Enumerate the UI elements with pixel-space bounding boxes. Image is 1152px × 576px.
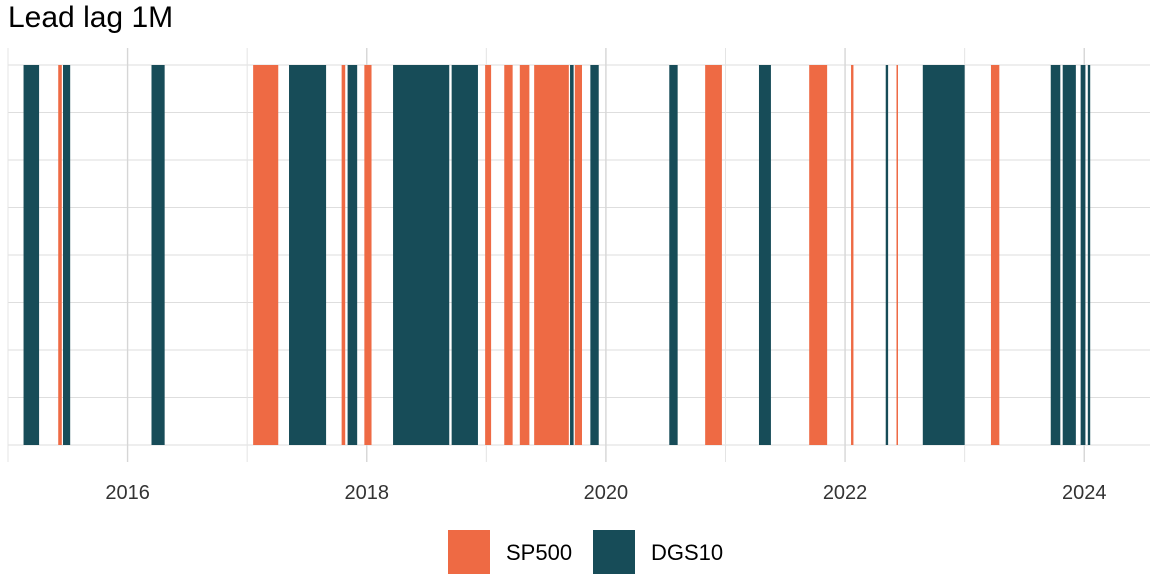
bar-dgs10 [1050, 65, 1061, 445]
x-tick-label: 2018 [344, 482, 389, 504]
bar-dgs10 [151, 65, 165, 445]
legend-swatch-dgs10 [593, 530, 635, 574]
bar-sp500 [705, 65, 722, 445]
legend-label-dgs10: DGS10 [651, 540, 724, 565]
bar-dgs10 [590, 65, 599, 445]
x-axis: 2016 2018 2020 2022 2024 [105, 482, 1106, 504]
legend-label-sp500: SP500 [506, 540, 573, 565]
bar-sp500 [253, 65, 279, 445]
bar-sp500 [504, 65, 513, 445]
bar-sp500 [485, 65, 492, 445]
bar-sp500 [574, 65, 582, 445]
bar-dgs10 [570, 65, 574, 445]
legend: SP500 DGS10 [0, 530, 1152, 574]
chart-title: Lead lag 1M [8, 1, 174, 34]
bar-sp500 [58, 65, 62, 445]
x-tick-label: 2024 [1062, 482, 1107, 504]
bar-sp500 [364, 65, 372, 445]
x-tick-label: 2022 [823, 482, 868, 504]
bar-dgs10 [289, 65, 327, 445]
bar-dgs10 [1062, 65, 1076, 445]
bar-sp500 [990, 65, 1000, 445]
bar-dgs10 [63, 65, 71, 445]
bar-dgs10 [922, 65, 965, 445]
bar-dgs10 [393, 65, 450, 445]
bar-sp500 [809, 65, 828, 445]
bar-sp500 [851, 65, 854, 445]
bar-sp500 [519, 65, 530, 445]
legend-swatch-sp500 [448, 530, 490, 574]
bar-dgs10 [23, 65, 40, 445]
bar-dgs10 [1087, 65, 1091, 445]
bar-dgs10 [347, 65, 358, 445]
bar-sp500 [341, 65, 346, 445]
x-tick-label: 2020 [584, 482, 629, 504]
bar-dgs10 [885, 65, 889, 445]
bar-dgs10 [758, 65, 771, 445]
bar-sp500 [896, 65, 898, 445]
bar-dgs10 [451, 65, 478, 445]
bar-sp500 [534, 65, 569, 445]
chart-bars [23, 65, 1091, 445]
bar-dgs10 [669, 65, 678, 445]
x-tick-label: 2016 [105, 482, 150, 504]
bar-dgs10 [1080, 65, 1086, 445]
